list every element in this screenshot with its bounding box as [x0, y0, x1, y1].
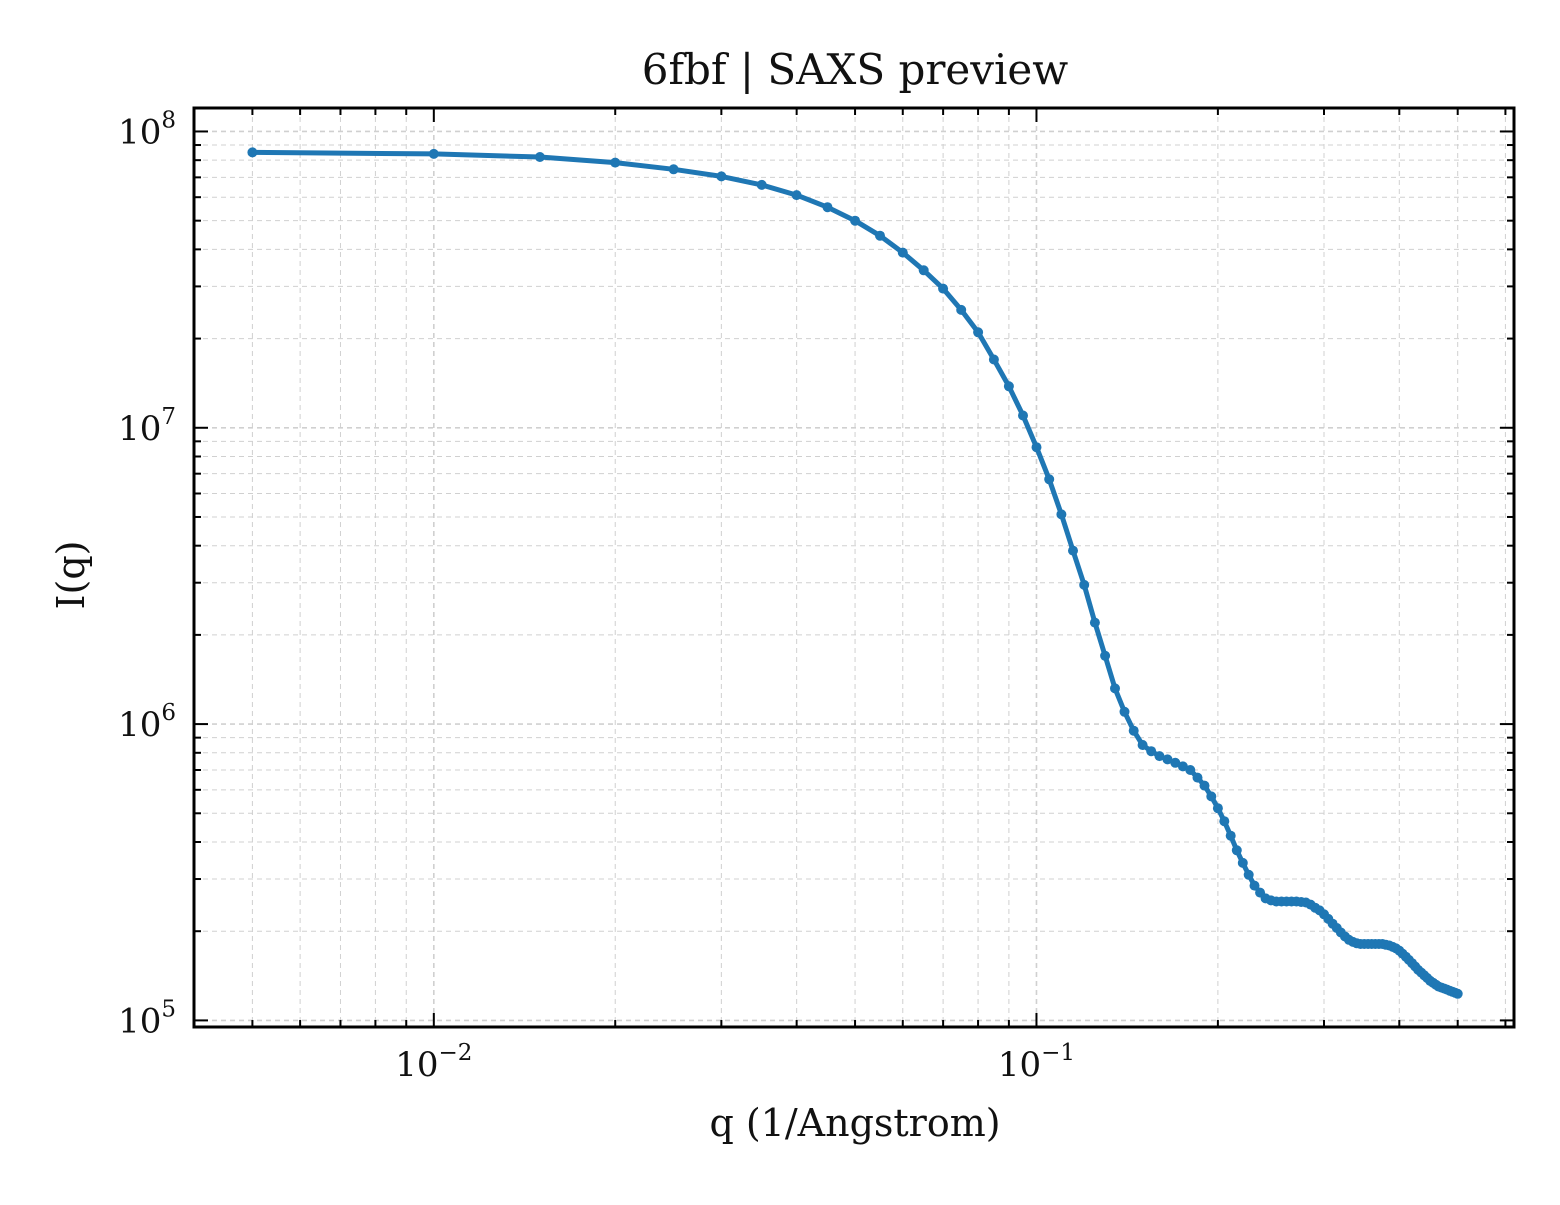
data-point [1056, 509, 1067, 520]
data-point [1089, 617, 1100, 628]
data-point [875, 230, 885, 241]
x-axis-label: q (1/Angstrom) [709, 1101, 1000, 1145]
data-point [1110, 683, 1120, 694]
data-point [1162, 754, 1173, 765]
data-point [1185, 765, 1196, 775]
data-point [1225, 830, 1236, 841]
data-point [1128, 725, 1139, 736]
data-point [610, 157, 621, 168]
data-point [1212, 803, 1223, 814]
data-point [668, 164, 679, 175]
data-point [1237, 857, 1248, 868]
data-point [791, 190, 802, 201]
chart-title: 6fbf | SAXS preview [642, 45, 1069, 94]
data-point [1003, 381, 1014, 392]
data-point [1452, 988, 1463, 999]
x-tick-label: 10−2 [395, 1040, 472, 1085]
data-point [756, 179, 767, 190]
data-point [938, 283, 949, 294]
data-point [1044, 474, 1055, 485]
data-point [1154, 751, 1165, 762]
y-axis-label: I(q) [49, 541, 93, 610]
data-point [1137, 740, 1148, 750]
data-point [988, 354, 999, 365]
data-point [534, 152, 545, 162]
y-tick-label: 107 [118, 404, 176, 449]
data-point [1119, 706, 1130, 717]
data-point [1100, 650, 1111, 661]
data-point [897, 247, 908, 258]
plot-frame [192, 106, 1516, 1029]
y-tick-label: 108 [118, 107, 176, 152]
data-point [1068, 545, 1078, 556]
data-point [1192, 772, 1203, 783]
data-point [918, 265, 929, 276]
data-point [1199, 780, 1210, 791]
data-point [1243, 869, 1254, 880]
data-point [822, 202, 833, 213]
data-point [1219, 816, 1230, 827]
data-point [1206, 791, 1217, 802]
y-tick-label: 105 [118, 996, 176, 1041]
data-point [428, 148, 439, 159]
data-point [1249, 880, 1260, 891]
data-point [973, 327, 984, 338]
data-point [1146, 746, 1157, 757]
data-point [1018, 410, 1028, 421]
data-point [716, 171, 727, 182]
series-layer [247, 147, 1463, 999]
y-tick-label: 106 [118, 700, 176, 745]
data-point [247, 147, 258, 158]
axes-layer [192, 106, 1516, 1029]
grid-layer [193, 108, 1514, 1027]
data-point [1170, 757, 1181, 768]
x-tick-label: 10−1 [998, 1040, 1075, 1085]
data-point [1231, 845, 1242, 856]
data-point [850, 215, 861, 226]
data-point [1079, 579, 1090, 590]
data-point [956, 304, 967, 315]
data-point [1177, 761, 1188, 772]
data-point [1031, 442, 1042, 453]
